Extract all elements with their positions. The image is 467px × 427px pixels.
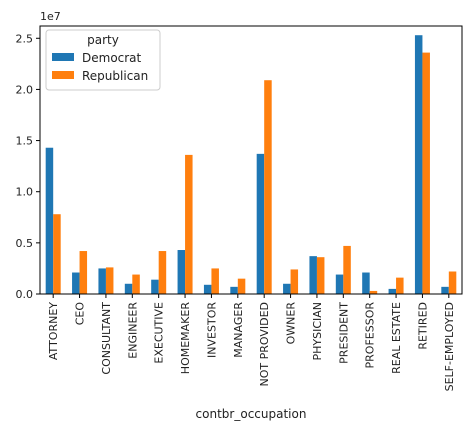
y-tick-label: 0.5: [16, 237, 34, 250]
y-scale-label: 1e7: [40, 10, 61, 23]
bar-republican-real-estate: [396, 277, 404, 294]
bar-republican-manager: [237, 278, 246, 294]
x-tick-label-executive: EXECUTIVE: [153, 302, 166, 364]
bar-republican-consultant: [105, 267, 114, 294]
bar-republican-physician: [316, 257, 325, 294]
bar-democrat-attorney: [45, 147, 54, 294]
bar-democrat-professor: [362, 272, 370, 294]
x-tick-label-consultant: CONSULTANT: [100, 302, 113, 375]
bar-democrat-real-estate: [388, 288, 397, 294]
x-tick-label-homemaker: HOMEMAKER: [179, 302, 192, 375]
bar-democrat-ceo: [72, 272, 80, 294]
bar-democrat-president: [335, 274, 344, 294]
bar-democrat-retired: [414, 35, 423, 295]
bar-democrat-not-provided: [256, 153, 265, 294]
legend-box: [45, 29, 161, 91]
bar-democrat-physician: [309, 256, 317, 294]
x-tick-label-retired: RETIRED: [416, 302, 429, 350]
x-tick-label-president: PRESIDENT: [337, 302, 350, 364]
x-tick-label-physician: PHYSICIAN: [311, 302, 324, 361]
bar-republican-owner: [290, 269, 299, 294]
x-axis: ATTORNEY CEO CONSULTANT ENGINEER EXECUTIVE HO…: [47, 294, 456, 391]
x-tick-label-real-estate: REAL ESTATE: [390, 302, 403, 374]
y-tick-label: 2.0: [16, 83, 34, 96]
x-tick-label-attorney: ATTORNEY: [47, 302, 60, 360]
y-axis: 0.0 0.5 1.0 1.5 2.0 2.5: [16, 32, 40, 301]
x-tick-label-manager: MANAGER: [232, 302, 245, 358]
y-tick-label: 0.0: [16, 288, 34, 301]
bar-republican-investor: [211, 268, 219, 294]
legend-label-democrat: Democrat: [82, 51, 142, 65]
bar-republican-ceo: [79, 251, 88, 294]
x-tick-label-owner: OWNER: [285, 302, 298, 345]
x-tick-label-self-employed: SELF-EMPLOYED: [443, 302, 456, 391]
x-tick-label-engineer: ENGINEER: [126, 302, 139, 359]
legend-title: party: [87, 33, 119, 47]
legend-swatch-republican: [52, 71, 74, 79]
legend-label-republican: Republican: [82, 69, 148, 83]
bar-republican-homemaker: [185, 154, 193, 294]
bar-democrat-manager: [230, 286, 238, 294]
bar-democrat-consultant: [98, 268, 106, 294]
y-tick-label: 2.5: [16, 32, 34, 45]
y-tick-label: 1.5: [16, 135, 34, 148]
y-tick-label: 1.0: [16, 186, 34, 199]
x-tick-label-investor: INVESTOR: [205, 302, 218, 358]
bar-democrat-executive: [151, 279, 159, 294]
bar-republican-executive: [158, 251, 167, 294]
x-tick-label-professor: PROFESSOR: [364, 302, 377, 369]
bars-group: [45, 35, 457, 295]
x-tick-label-ceo: CEO: [74, 302, 87, 326]
bar-democrat-engineer: [124, 283, 133, 294]
bar-republican-not-provided: [264, 80, 272, 295]
legend: party Democrat Republican: [45, 29, 161, 91]
bar-democrat-self-employed: [441, 286, 449, 294]
plot-frame: [39, 25, 463, 295]
bar-democrat-owner: [283, 283, 291, 294]
bar-republican-self-employed: [448, 271, 457, 294]
bar-republican-professor: [369, 290, 378, 294]
bar-republican-retired: [422, 52, 430, 294]
x-axis-title: contbr_occupation: [196, 407, 307, 421]
bar-republican-attorney: [53, 214, 61, 294]
bar-democrat-homemaker: [177, 250, 186, 294]
bar-republican-president: [343, 245, 351, 294]
bar-democrat-investor: [203, 284, 212, 294]
bar-republican-engineer: [132, 274, 140, 294]
legend-swatch-democrat: [52, 53, 74, 61]
x-tick-label-not-provided: NOT PROVIDED: [258, 302, 271, 387]
